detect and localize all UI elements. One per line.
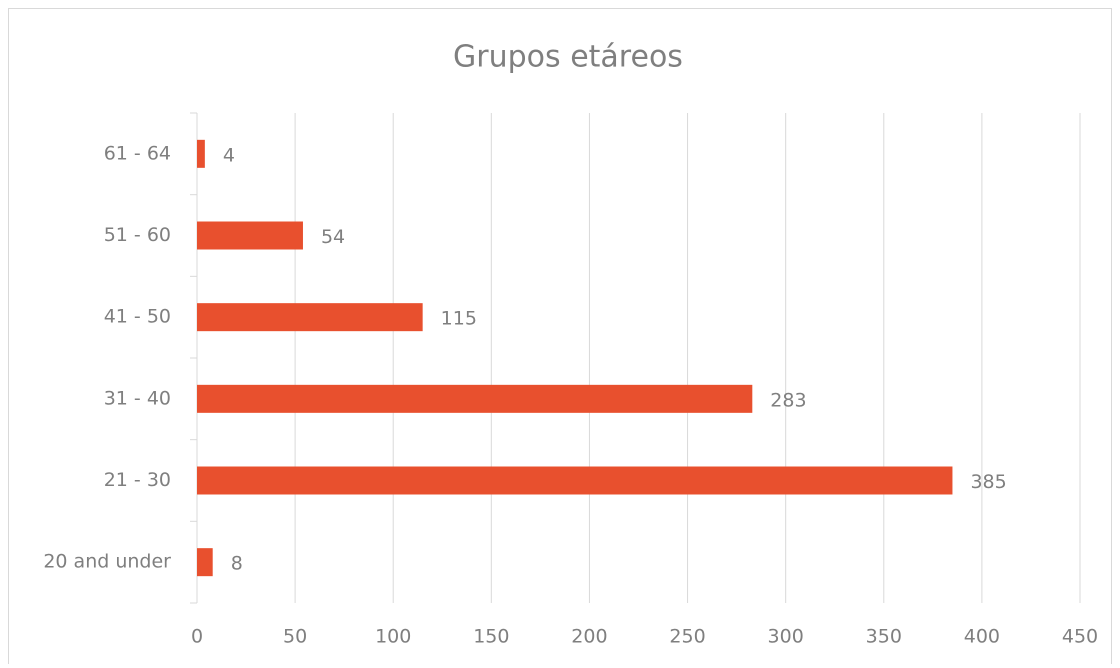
x-tick-label: 0 — [191, 626, 203, 648]
x-tick-label: 150 — [473, 626, 509, 648]
chart-title: Grupos etáreos — [453, 40, 683, 75]
y-tick-label: 21 - 30 — [104, 469, 171, 491]
bar — [197, 221, 303, 250]
chart-frame — [8, 8, 1112, 668]
y-tick-label: 20 and under — [43, 551, 171, 573]
data-label: 4 — [223, 144, 235, 166]
data-label: 283 — [770, 389, 806, 411]
data-label: 385 — [970, 471, 1006, 493]
x-tick-label: 300 — [768, 626, 804, 648]
data-label: 115 — [441, 308, 477, 330]
y-tick-label: 51 - 60 — [104, 224, 171, 246]
data-label: 54 — [321, 226, 345, 248]
x-tick-label: 250 — [669, 626, 705, 648]
y-tick-label: 31 - 40 — [104, 387, 171, 409]
x-tick-label: 450 — [1062, 626, 1098, 648]
bar — [197, 466, 953, 495]
data-label: 8 — [231, 553, 243, 575]
bar — [197, 139, 205, 168]
bar — [197, 303, 423, 332]
x-tick-label: 200 — [571, 626, 607, 648]
x-tick-label: 100 — [375, 626, 411, 648]
y-tick-label: 41 - 50 — [104, 306, 171, 328]
x-tick-label: 350 — [866, 626, 902, 648]
x-tick-label: 50 — [283, 626, 307, 648]
bar — [197, 548, 213, 577]
bar — [197, 384, 753, 413]
y-tick-label: 61 - 64 — [104, 142, 171, 164]
x-tick-label: 400 — [964, 626, 1000, 648]
